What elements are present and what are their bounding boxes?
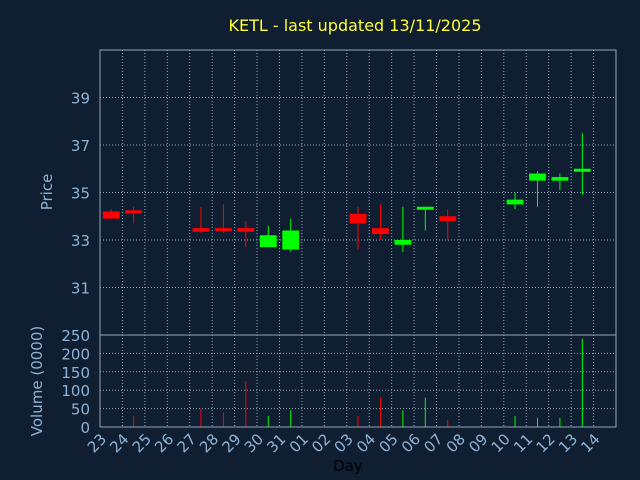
candle-body — [506, 199, 524, 205]
volume-tick-label: 50 — [71, 401, 90, 419]
x-tick-label: 14 — [577, 430, 603, 456]
candle-body — [416, 206, 434, 210]
price-tick-label: 33 — [71, 232, 90, 250]
price-tick-label: 31 — [71, 280, 90, 298]
candle-body — [349, 213, 367, 224]
candle-body — [192, 228, 210, 232]
volume-tick-label: 200 — [61, 345, 90, 363]
price-tick-label: 37 — [71, 137, 90, 155]
volume-panel-frame — [99, 334, 617, 428]
candle-body — [102, 211, 120, 219]
price-axis-label: Price — [38, 174, 56, 211]
candle-body — [282, 230, 300, 250]
volume-tick-label: 0 — [80, 419, 90, 437]
candle-body — [372, 228, 389, 235]
volume-bars — [133, 338, 583, 427]
volume-tick-label: 150 — [61, 364, 90, 382]
candle-body — [439, 216, 457, 221]
candle-body — [551, 177, 569, 181]
volume-axis-label: Volume (0000) — [28, 326, 46, 436]
price-tick-label: 39 — [71, 90, 90, 108]
candle-body — [214, 228, 232, 232]
chart-title: KETL - last updated 13/11/2025 — [228, 16, 481, 35]
candle-body — [125, 210, 143, 214]
candle-body — [237, 228, 255, 232]
price-tick-label: 35 — [71, 185, 90, 203]
candle-body — [259, 235, 277, 248]
candle-body — [573, 168, 591, 172]
candle-body — [394, 240, 412, 245]
volume-tick-label: 250 — [61, 327, 90, 345]
x-axis-label: Day — [333, 457, 363, 475]
candles — [102, 133, 591, 252]
volume-tick-label: 100 — [61, 382, 90, 400]
candle-body — [529, 173, 546, 181]
